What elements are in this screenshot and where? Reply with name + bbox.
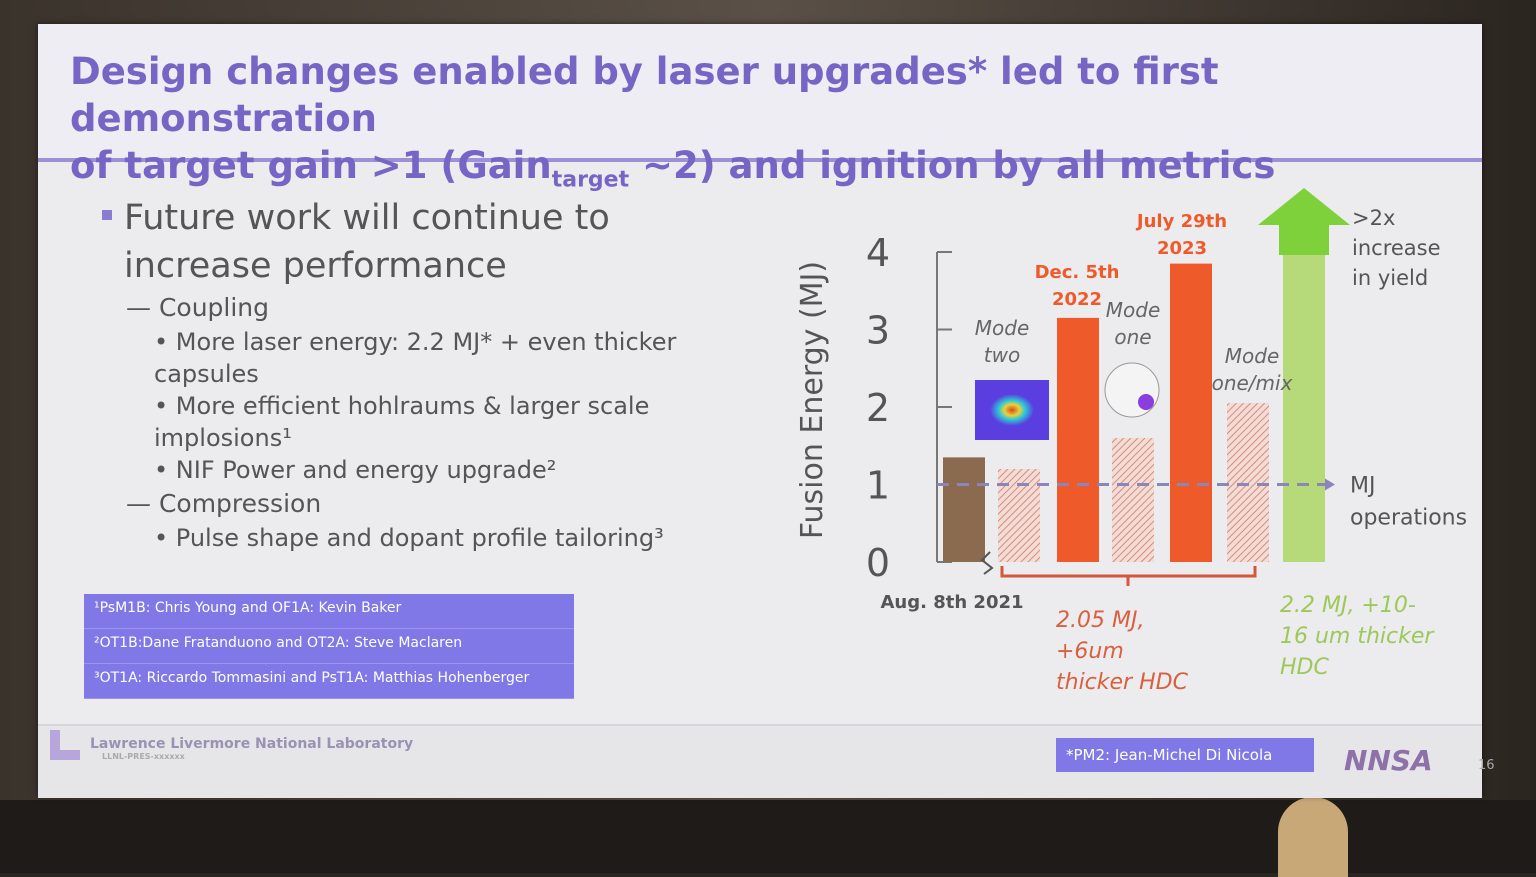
- fusion-energy-chart: Fusion Energy (MJ) 0 1 2 3 4 Mode two Mode one…: [795, 188, 1467, 690]
- group1-label-line: thicker HDC: [1056, 670, 1189, 690]
- y-tick-label: 4: [866, 231, 890, 275]
- reference: ³OT1A: Riccardo Tommasini and PsT1A: Mat…: [84, 664, 574, 699]
- item: • NIF Power and energy upgrade²: [154, 456, 557, 484]
- y-tick-label: 2: [866, 386, 890, 430]
- mode-one-globe-icon: [1104, 362, 1160, 418]
- yield-arrow-shaft: [1283, 255, 1325, 562]
- mode-one-label: Mode one: [1106, 298, 1161, 349]
- title-subscript: target: [551, 167, 630, 193]
- slide-title: Design changes enabled by laser upgrades…: [70, 48, 1470, 203]
- title-line-2: of target gain >1 (Gaintarget ~2) and ig…: [70, 142, 1470, 203]
- dec-2022-label-line: Dec. 5th: [1035, 262, 1120, 283]
- llnl-logo-icon: [50, 730, 80, 760]
- group1-label-line: 2.05 MJ,: [1056, 608, 1144, 633]
- dec-2022-label-line: 2022: [1052, 289, 1102, 310]
- slide-footer: Lawrence Livermore National Laboratory LL…: [38, 724, 1495, 798]
- group-brace: [1000, 566, 1257, 586]
- group1-label-line: +6um: [1056, 639, 1124, 664]
- mode-one-mix-label: Mode one/mix: [1212, 344, 1293, 395]
- group1-label: 2.05 MJ, +6um thicker HDC: [1056, 608, 1189, 690]
- item-text: More laser energy: 2.2 MJ* + even thicke…: [154, 328, 677, 388]
- item-text: NIF Power and energy upgrade²: [175, 456, 557, 484]
- y-axis-label: Fusion Energy (MJ): [795, 261, 830, 539]
- group2-label-line: 16 um thicker: [1280, 624, 1435, 649]
- reference-line-label: MJ operations: [1350, 474, 1467, 531]
- group2-label: 2.2 MJ, +10- 16 um thicker HDC: [1280, 593, 1435, 680]
- sub-bullet-compression: — Compression: [126, 489, 322, 518]
- arrow-label-line: in yield: [1352, 266, 1428, 290]
- main-bullet: Future work will continue to increase pe…: [98, 194, 684, 290]
- reference: ²OT1B:Dane Fratanduono and OT2A: Steve M…: [84, 629, 574, 664]
- reference: ¹PsM1B: Chris Young and OF1A: Kevin Bake…: [84, 594, 574, 629]
- bullet-list: Future work will continue to increase pe…: [98, 194, 714, 554]
- title-text: ~2) and ignition by all metrics: [629, 144, 1276, 187]
- axis-break-icon: [980, 551, 994, 575]
- presenter: [1278, 797, 1348, 877]
- aug-2021-label: Aug. 8th 2021: [880, 592, 1023, 613]
- jul-2023-label-line: 2023: [1157, 238, 1207, 259]
- title-line-1: Design changes enabled by laser upgrades…: [70, 50, 1219, 140]
- sub-bullet-coupling: — Coupling: [126, 293, 270, 322]
- reference-line-label-line: MJ: [1350, 474, 1375, 499]
- lab-name-text: Lawrence Livermore National Laboratory: [90, 736, 414, 752]
- doc-code: LLNL-PRES-xxxxxx: [102, 752, 185, 761]
- group2-label-line: 2.2 MJ, +10-: [1280, 593, 1416, 618]
- item: • More efficient hohlraums & larger scal…: [154, 392, 650, 452]
- y-tick-label: 3: [866, 309, 890, 353]
- y-tick-label: 1: [866, 464, 890, 508]
- dec-2022-label: Dec. 5th 2022: [1035, 262, 1120, 310]
- item: • Pulse shape and dopant profile tailori…: [154, 524, 664, 552]
- references-box: ¹PsM1B: Chris Young and OF1A: Kevin Bake…: [84, 594, 574, 699]
- mode-label-line: one/mix: [1212, 371, 1293, 395]
- page-number: 16: [1478, 758, 1495, 773]
- item-text: Pulse shape and dopant profile tailoring…: [175, 524, 664, 552]
- arrow-label: >2x increase in yield: [1352, 206, 1441, 290]
- mode-two-label: Mode two: [975, 316, 1030, 367]
- mode-two-image-blob: [990, 394, 1034, 426]
- nnsa-logo: NNSA: [1344, 744, 1433, 777]
- bar-projected: [998, 469, 1040, 562]
- item-text: More efficient hohlraums & larger scale …: [154, 392, 650, 452]
- mode-one-spot: [1138, 394, 1154, 410]
- mode-label-line: one: [1114, 325, 1151, 349]
- mode-label-line: Mode: [1106, 298, 1161, 322]
- yield-arrow-head-icon: [1258, 188, 1350, 255]
- bar-shot: [943, 457, 985, 562]
- bar-projected: [1227, 403, 1269, 562]
- bar-projected: [1112, 438, 1154, 562]
- arrow-label-line: increase: [1352, 236, 1441, 260]
- item: • More laser energy: 2.2 MJ* + even thic…: [154, 328, 677, 388]
- reference-line-label-line: operations: [1350, 506, 1467, 531]
- title-band: Design changes enabled by laser upgrades…: [38, 24, 1482, 192]
- reference-arrow-icon: [1325, 478, 1335, 491]
- arrow-label-line: >2x: [1352, 206, 1395, 230]
- mode-label-line: Mode: [1225, 344, 1280, 368]
- jul-2023-label-line: July 29th: [1135, 211, 1227, 232]
- pm2-note: *PM2: Jean-Michel Di Nicola: [1056, 738, 1314, 772]
- group2-label-line: HDC: [1280, 655, 1329, 680]
- mode-label-line: two: [984, 343, 1020, 367]
- lab-name: Lawrence Livermore National Laboratory LL…: [90, 736, 413, 761]
- bar-shot: [1057, 317, 1099, 562]
- jul-2023-label: July 29th 2023: [1135, 211, 1227, 259]
- mode-label-line: Mode: [975, 316, 1030, 340]
- bar-shot: [1170, 263, 1212, 562]
- title-text: of target gain >1 (Gain: [70, 144, 552, 187]
- y-tick-label: 0: [866, 541, 890, 585]
